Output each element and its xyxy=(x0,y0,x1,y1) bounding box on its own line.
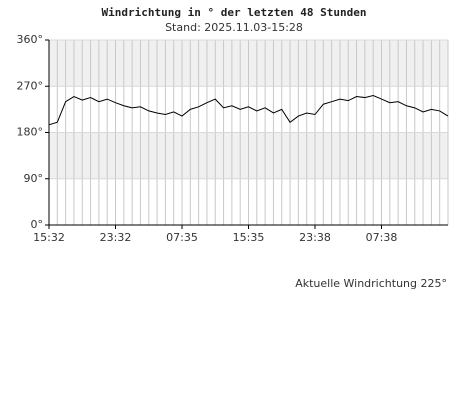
x-tick-label: 15:35 xyxy=(233,231,265,244)
x-tick-label: 07:35 xyxy=(166,231,198,244)
x-tick-label: 23:38 xyxy=(299,231,331,244)
y-tick-label: 0° xyxy=(31,218,44,231)
y-tick-label: 90° xyxy=(24,172,44,185)
y-tick-label: 270° xyxy=(17,79,44,92)
line xyxy=(48,94,449,126)
x-tick-label: 07:38 xyxy=(366,231,398,244)
chart-title: Windrichtung in ° der letzten 48 Stunden xyxy=(102,6,367,19)
x-tick-label: 15:32 xyxy=(33,231,65,244)
y-tick-label: 180° xyxy=(17,126,44,139)
annotation: Aktuelle Windrichtung 225° xyxy=(295,277,447,290)
x-tick-label: 23:32 xyxy=(100,231,132,244)
chart-subtitle: Stand: 2025.11.03-15:28 xyxy=(165,21,303,34)
y-tick-label: 360° xyxy=(17,33,44,46)
